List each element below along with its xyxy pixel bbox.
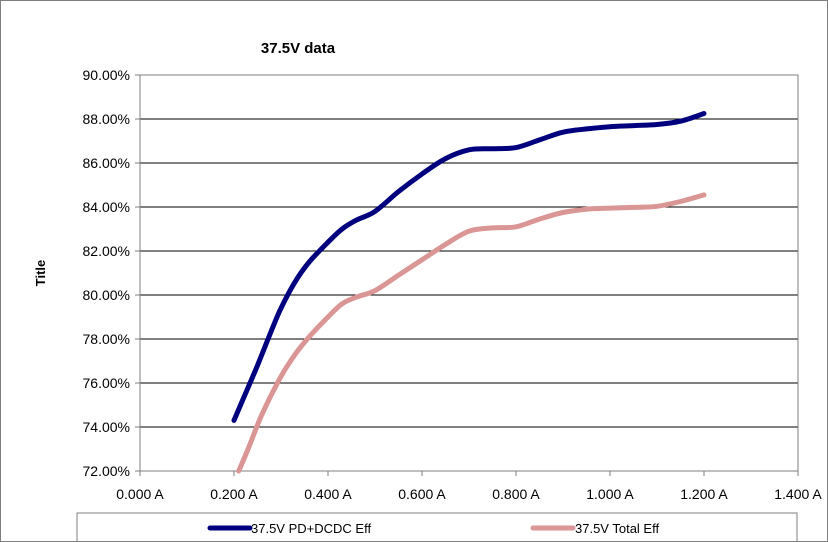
legend-label-pd-dcdc-eff: 37.5V PD+DCDC Eff — [251, 521, 371, 536]
y-tick-label: 72.00% — [83, 463, 130, 479]
x-tick-label: 0.400 A — [304, 486, 352, 502]
y-tick-label: 84.00% — [83, 199, 130, 215]
x-tick-label: 0.600 A — [398, 486, 446, 502]
plot-area-frame — [139, 74, 799, 472]
y-tick-label: 88.00% — [83, 111, 130, 127]
y-tick-label: 74.00% — [83, 419, 130, 435]
series-line-0 — [231, 111, 707, 423]
y-tick-label: 78.00% — [83, 331, 130, 347]
x-tick-label: 1.400 A — [774, 486, 822, 502]
y-tick-label: 90.00% — [83, 67, 130, 83]
y-tick-labels: 72.00% 74.00% 76.00% 78.00% 80.00% 82.00% 84.0… — [83, 67, 130, 479]
grid-layer — [135, 74, 799, 476]
y-tick-label: 86.00% — [83, 155, 130, 171]
x-tick-label: 1.200 A — [680, 486, 728, 502]
legend-label-total-eff: 37.5V Total Eff — [575, 521, 659, 536]
series-layer — [231, 111, 707, 474]
series-line-1 — [236, 192, 707, 474]
x-tick-label: 0.200 A — [210, 486, 258, 502]
x-tick-labels: 0.000 A 0.200 A 0.400 A 0.600 A 0.800 A 1.000… — [116, 486, 822, 502]
y-tick-label: 82.00% — [83, 243, 130, 259]
legend-box — [76, 512, 798, 541]
x-tick-label: 1.000 A — [586, 486, 634, 502]
x-tick-label: 0.800 A — [492, 486, 540, 502]
y-tick-label: 76.00% — [83, 375, 130, 391]
y-axis-title: Title — [33, 260, 48, 287]
x-tick-label: 0.000 A — [116, 486, 164, 502]
chart-title: 37.5V data — [261, 40, 336, 57]
y-tick-label: 80.00% — [83, 287, 130, 303]
